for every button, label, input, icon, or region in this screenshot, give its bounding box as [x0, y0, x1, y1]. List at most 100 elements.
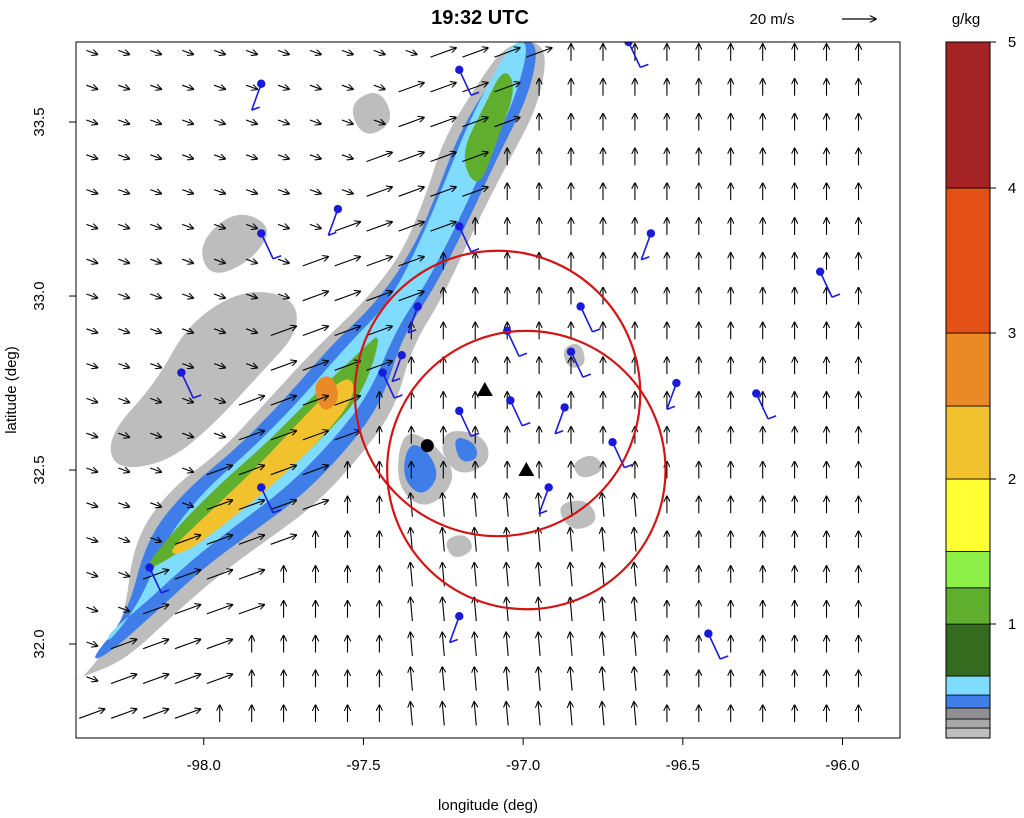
wind-vector: [150, 50, 161, 54]
station-barb-flag: [592, 328, 601, 333]
wind-vector: [270, 535, 297, 545]
wind-vector: [302, 361, 329, 371]
station-dot: [544, 483, 553, 492]
station-dot: [177, 368, 186, 377]
x-tick-label: -97.5: [346, 757, 380, 774]
colorbar-level-2: [945, 707, 991, 720]
wind-vector: [442, 632, 444, 656]
wind-vector: [634, 702, 636, 726]
wind-vector: [86, 677, 97, 681]
wind-vector: [150, 120, 161, 124]
wind-vector: [245, 50, 257, 54]
wind-vector: [410, 563, 412, 587]
wind-vector: [430, 117, 457, 128]
wind-vector: [474, 632, 476, 656]
station-dot: [576, 302, 585, 311]
wind-vector: [213, 294, 225, 298]
wind-vector: [442, 597, 444, 622]
colorbar-level-6: [945, 587, 991, 625]
wind-vector: [270, 396, 297, 406]
contour-region-8: [560, 500, 596, 529]
colorbar-tick-label: 4: [1008, 180, 1016, 197]
wind-vector: [118, 190, 129, 194]
wind-vector: [118, 155, 129, 159]
wind-vector: [602, 632, 604, 656]
y-tick-label: 32.0: [31, 629, 48, 658]
colorbar-level-10: [945, 332, 991, 407]
station-barb-flag: [470, 432, 480, 438]
wind-vector: [474, 493, 476, 517]
wind-vector: [474, 597, 476, 622]
y-axis-label: latitude (deg): [3, 346, 20, 434]
wind-vector: [334, 222, 361, 232]
station-dot: [566, 347, 576, 356]
station-barb-flag: [767, 415, 777, 420]
colorbar-tick-label: 2: [1008, 471, 1016, 488]
station-5: [455, 222, 480, 253]
wind-vector: [118, 572, 129, 576]
wind-vector: [634, 563, 636, 587]
wind-vector: [150, 503, 161, 507]
wind-vector: [182, 85, 193, 89]
wind-vector: [110, 674, 137, 685]
station-2: [624, 42, 649, 69]
station-barb-flag: [449, 638, 458, 644]
wind-vector: [238, 500, 265, 511]
station-22: [257, 483, 282, 514]
station-dot: [704, 629, 713, 638]
wind-vector: [309, 50, 321, 54]
station-dot: [608, 438, 617, 447]
wind-vector: [270, 326, 297, 337]
wind-vector: [494, 117, 520, 128]
chart-title: 19:32 UTC: [431, 7, 529, 29]
station-barb: [570, 351, 584, 378]
x-tick-label: -97.0: [506, 757, 540, 774]
wind-vector-layer: [79, 44, 858, 726]
wind-vector: [410, 528, 412, 552]
wind-vector: [302, 500, 329, 511]
wind-vector: [174, 709, 201, 719]
wind-vector: [526, 48, 552, 58]
station-0: [250, 79, 266, 111]
wind-vector: [245, 85, 257, 89]
station-19: [455, 406, 480, 438]
wind-vector: [118, 607, 129, 611]
wind-vector: [86, 190, 97, 194]
station-barb: [327, 208, 339, 236]
station-dot: [413, 302, 422, 311]
wind-vector: [277, 155, 289, 159]
station-barb: [260, 487, 274, 514]
colorbar-level-3: [945, 694, 991, 709]
station-barb: [180, 372, 194, 399]
wind-vector: [602, 493, 604, 517]
station-barb: [579, 306, 594, 333]
wind-vector: [309, 155, 321, 159]
wind-vector: [474, 563, 476, 587]
wind-vector: [506, 528, 508, 552]
wind-vector: [366, 152, 393, 163]
station-barb: [538, 487, 550, 515]
wind-vector: [270, 500, 297, 511]
wind-vector: [118, 294, 129, 298]
wind-vector: [462, 152, 488, 163]
wind-vector: [602, 702, 604, 726]
wind-vector: [213, 364, 225, 368]
wind-vector: [118, 85, 129, 89]
wind-vector: [373, 50, 385, 54]
y-axis: 32.0 32.5 33.0 33.5: [31, 107, 76, 659]
station-barb: [148, 567, 163, 594]
colorbar-level-12: [945, 41, 991, 189]
y-tick-label: 32.5: [31, 455, 48, 484]
station-dot: [752, 389, 761, 398]
station-barb-flag: [407, 329, 417, 334]
wind-vector: [277, 50, 289, 54]
wind-vector: [506, 597, 508, 622]
wind-vector: [118, 364, 129, 368]
wind-vector: [506, 702, 508, 726]
wind-vector: [277, 85, 289, 89]
wind-vector: [142, 709, 169, 719]
wind-vector: [309, 120, 321, 124]
wind-vector: [206, 605, 233, 615]
wind-vector: [118, 398, 129, 402]
wind-vector: [430, 152, 457, 163]
